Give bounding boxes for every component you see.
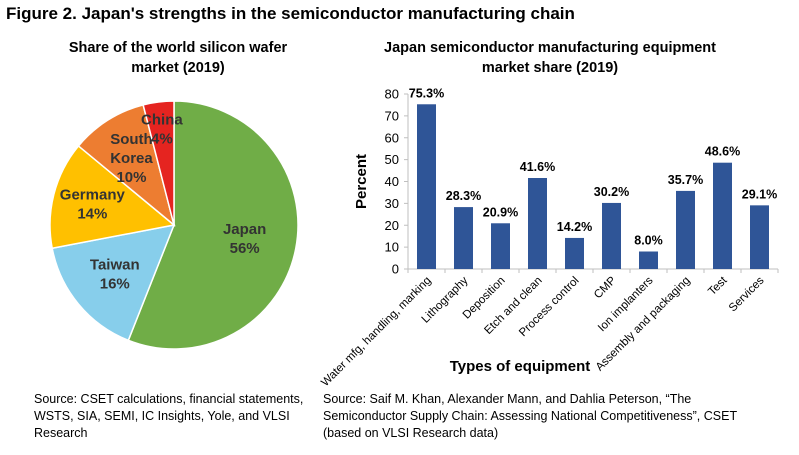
pie-slice-germany-14 (49, 144, 176, 250)
y-tick-label: 60 (385, 130, 399, 145)
bar-data-label: 48.6% (705, 145, 740, 159)
y-tick-label: 30 (385, 196, 399, 211)
pie-slice-label: Japan 56% (223, 221, 266, 257)
y-axis-title: Percent (353, 154, 370, 209)
bar-data-label: 35.7% (668, 173, 703, 187)
bar-cmp (602, 202, 621, 269)
pie-title-line-2: market (2019) (131, 60, 225, 76)
bar-process-control (565, 237, 584, 269)
y-tick-label: 50 (385, 152, 399, 167)
x-category-label: Test (706, 274, 730, 298)
bar-lithography (454, 207, 473, 269)
pie-title-line-1: Share of the world silicon wafer (68, 40, 288, 56)
pie-slice-taiwan-16 (51, 224, 176, 342)
bar-assembly-and-packaging (676, 190, 695, 269)
bar-data-label: 30.2% (594, 185, 629, 199)
figure-title: Figure 2. Japan's strengths in the semic… (6, 4, 575, 23)
bar-test (713, 162, 732, 269)
bar-water-mfg-handling-marking (417, 104, 436, 269)
y-tick-label: 70 (385, 108, 399, 123)
bar-ion-implanters (639, 251, 658, 269)
bar-chart-title: Japan semiconductor manufacturing equipm… (360, 38, 740, 78)
bar-title-line-1: Japan semiconductor manufacturing equipm… (384, 40, 716, 56)
bar-title-line-2: market share (2019) (481, 60, 619, 76)
pie-slice-label: South Korea 10% (110, 131, 153, 186)
y-tick-label: 40 (385, 174, 399, 189)
source-note-left: Source: CSET calculations, financial sta… (34, 392, 304, 440)
bar-data-label: 41.6% (520, 160, 555, 174)
pie-slice-label: Germany 14% (60, 187, 126, 223)
y-tick-label: 0 (392, 262, 399, 277)
bar-etch-and-clean (528, 178, 547, 269)
x-category-label: CMP (592, 274, 619, 301)
bar-data-label: 75.3% (409, 86, 444, 100)
pie-slice-japan-56 (127, 100, 299, 350)
bar-services (750, 205, 769, 269)
bar-data-label: 14.2% (557, 220, 592, 234)
bar-deposition (491, 223, 510, 269)
x-category-label: Services (727, 274, 767, 314)
bar-data-label: 8.0% (634, 234, 663, 248)
bar-data-label: 29.1% (742, 187, 777, 201)
x-axis-title: Types of equipment (450, 358, 591, 375)
pie-chart-title: Share of the world silicon wafer market … (28, 38, 328, 78)
y-tick-label: 10 (385, 240, 399, 255)
bar-data-label: 20.9% (483, 205, 518, 219)
x-category-label: Water mfg, handling, marking (319, 275, 433, 389)
source-note-right: Source: Saif M. Khan, Alexander Mann, an… (323, 392, 737, 440)
bar-data-label: 28.3% (446, 189, 481, 203)
pie-slice-label: China 4% (141, 112, 183, 148)
y-tick-label: 20 (385, 218, 399, 233)
pie-slice-china-4 (142, 100, 175, 226)
pie-slice-label: Taiwan 16% (90, 257, 140, 293)
y-tick-label: 80 (385, 87, 399, 102)
